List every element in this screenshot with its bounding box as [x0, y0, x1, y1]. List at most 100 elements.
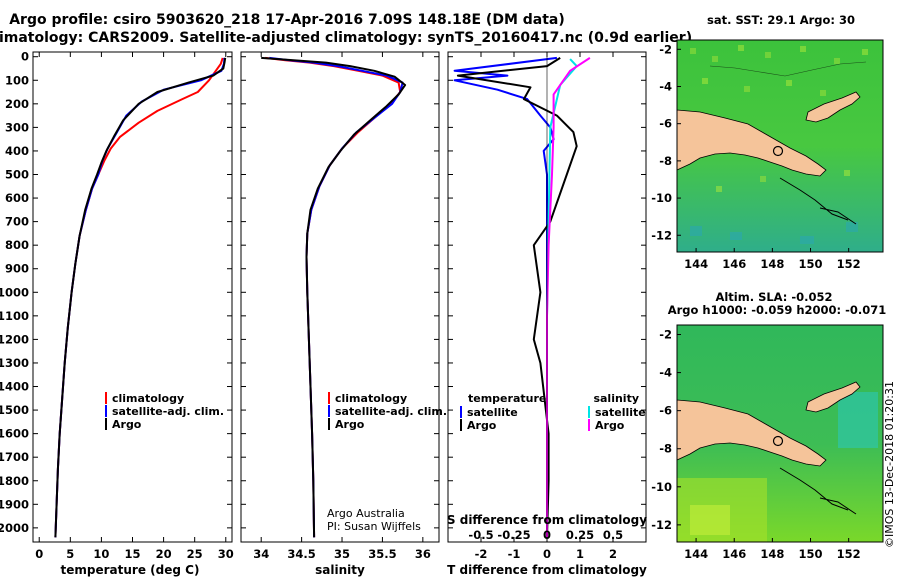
- map-y-tick-label: -2: [659, 328, 672, 342]
- depth-tick-label: 700: [5, 215, 29, 229]
- depth-tick-label: 200: [5, 97, 29, 111]
- difference-x-ticks: -2 -1 0 1 2: [475, 52, 617, 561]
- title-line-2: Climatology: CARS2009. Satellite-adjuste…: [0, 30, 692, 46]
- sst-map: [676, 39, 884, 253]
- salinity-diff-x-ticks: -0.5 -0.25 0 0.25 0.5: [468, 528, 623, 542]
- map-y-tick-label: -6: [659, 117, 672, 131]
- x-tick-label: 34.5: [287, 547, 315, 561]
- map-y-tick-label: -10: [651, 191, 672, 205]
- sla-south-patch-2: [690, 505, 730, 535]
- series-line-salinity-argo: [546, 57, 591, 538]
- legend-climatology-label: climatology: [112, 392, 184, 405]
- sst-float-marker: [772, 145, 784, 157]
- x-tick-label: -2: [475, 547, 488, 561]
- map-x-tick-label: 146: [722, 257, 746, 271]
- map-x-tick-label: 144: [684, 257, 708, 271]
- x-tick-label: 35.5: [368, 547, 396, 561]
- title-line-1: Argo profile: csiro 5903620_218 17-Apr-2…: [9, 12, 565, 28]
- map-x-tick-label: 152: [837, 257, 861, 271]
- s-diff-tick-label: 0: [543, 528, 551, 542]
- sst-speckle: [690, 45, 868, 244]
- x-tick-label: 10: [93, 547, 109, 561]
- depth-tick-label: 300: [5, 120, 29, 134]
- depth-tick-label: 600: [5, 191, 29, 205]
- temperature-legend: climatology satellite-adj. clim. Argo: [105, 392, 224, 431]
- depth-tick-label: 1300: [0, 356, 29, 370]
- sla-map-ticks: 144 146 148 150 152 -2 -4 -6 -8 -10 -12: [651, 328, 860, 561]
- x-tick-label: 15: [124, 547, 140, 561]
- pi-credit: PI: Susan Wijffels: [327, 520, 421, 533]
- sla-float-marker: [772, 435, 784, 447]
- map-y-tick-label: -4: [659, 366, 672, 380]
- x-tick-label: 2: [609, 547, 617, 561]
- depth-tick-label: 500: [5, 168, 29, 182]
- depth-tick-label: 0: [21, 50, 29, 64]
- legend-t-argo-label: Argo: [467, 419, 497, 432]
- salinity-legend: climatology satellite-adj. clim. Argo: [328, 392, 447, 431]
- temperature-x-label: temperature (deg C): [61, 563, 200, 577]
- difference-series: [453, 56, 591, 538]
- map-y-tick-label: -8: [659, 442, 672, 456]
- argo-australia-credit: Argo Australia: [327, 507, 405, 520]
- depth-tick-label: 2000: [0, 521, 29, 535]
- legend-argo-label: Argo: [112, 418, 142, 431]
- map-y-tick-label: -12: [651, 228, 672, 242]
- temperature-panel-frame: [32, 51, 233, 543]
- depth-tick-label: 1600: [0, 427, 29, 441]
- depth-tick-label: 400: [5, 144, 29, 158]
- x-tick-label: 34: [253, 547, 269, 561]
- sla-map-subtitle: Argo h1000: -0.059 h2000: -0.071: [668, 303, 887, 317]
- map-x-tick-label: 150: [799, 257, 823, 271]
- sla-new-guinea-land: [676, 399, 827, 467]
- sla-coastline-south: [779, 467, 857, 515]
- series-line-argo: [54, 57, 227, 538]
- sst-map-ticks: 144 146 148 150 152 -2 -4 -6 -8 -10 -12: [651, 42, 860, 271]
- temperature-x-ticks: 0 5 10 15 20 25 30: [35, 52, 234, 561]
- series-line-satellite-adj-clim-: [54, 57, 226, 538]
- series-line-satellite-adj-clim-: [269, 56, 404, 538]
- depth-tick-label: 1000: [0, 285, 29, 299]
- depth-tick-label: 1200: [0, 332, 29, 346]
- depth-tick-label: 1900: [0, 497, 29, 511]
- depth-tick-label: 800: [5, 238, 29, 252]
- map-y-tick-label: -8: [659, 154, 672, 168]
- x-tick-label: 1: [576, 547, 584, 561]
- legend-satellite-label: satellite-adj. clim.: [335, 405, 447, 418]
- x-tick-label: 35: [334, 547, 350, 561]
- s-diff-tick-label: 0.5: [603, 528, 623, 542]
- map-x-tick-label: 148: [760, 257, 784, 271]
- salinity-series: [261, 56, 407, 538]
- x-tick-label: 5: [66, 547, 74, 561]
- series-line-temperature-argo: [456, 57, 578, 538]
- salinity-panel-frame: [240, 51, 440, 543]
- salinity-x-ticks: 34 34.5 35 35.5 36: [253, 52, 431, 561]
- depth-tick-label: 900: [5, 262, 29, 276]
- depth-tick-label: 1100: [0, 309, 29, 323]
- map-x-tick-label: 150: [799, 547, 823, 561]
- depth-tick-label: 1800: [0, 474, 29, 488]
- s-diff-tick-label: 0.25: [566, 528, 594, 542]
- legend-salinity-title: salinity: [593, 392, 639, 405]
- series-line-climatology: [265, 56, 402, 538]
- x-tick-label: -1: [508, 547, 521, 561]
- x-tick-label: 20: [156, 547, 172, 561]
- x-tick-label: 36: [415, 547, 431, 561]
- salinity-x-label: salinity: [315, 563, 365, 577]
- series-line-climatology: [54, 57, 224, 538]
- imos-credit: ©IMOS 13-Dec-2018 01:20:31: [883, 381, 896, 548]
- map-x-tick-label: 144: [684, 547, 708, 561]
- depth-tick-label: 1500: [0, 403, 29, 417]
- legend-satellite-label: satellite-adj. clim.: [112, 405, 224, 418]
- series-line-temperature-satellite: [453, 56, 558, 538]
- sst-new-guinea-land: [676, 109, 827, 177]
- map-y-tick-label: -2: [659, 42, 672, 56]
- depth-tick-label: 1700: [0, 450, 29, 464]
- x-tick-label: 25: [187, 547, 203, 561]
- sst-coastline-south: [779, 177, 857, 225]
- legend-argo-label: Argo: [335, 418, 365, 431]
- t-difference-x-label: T difference from climatology: [447, 563, 647, 577]
- legend-s-satellite-label: satellite: [595, 406, 646, 419]
- sla-map: [676, 324, 884, 543]
- legend-climatology-label: climatology: [335, 392, 407, 405]
